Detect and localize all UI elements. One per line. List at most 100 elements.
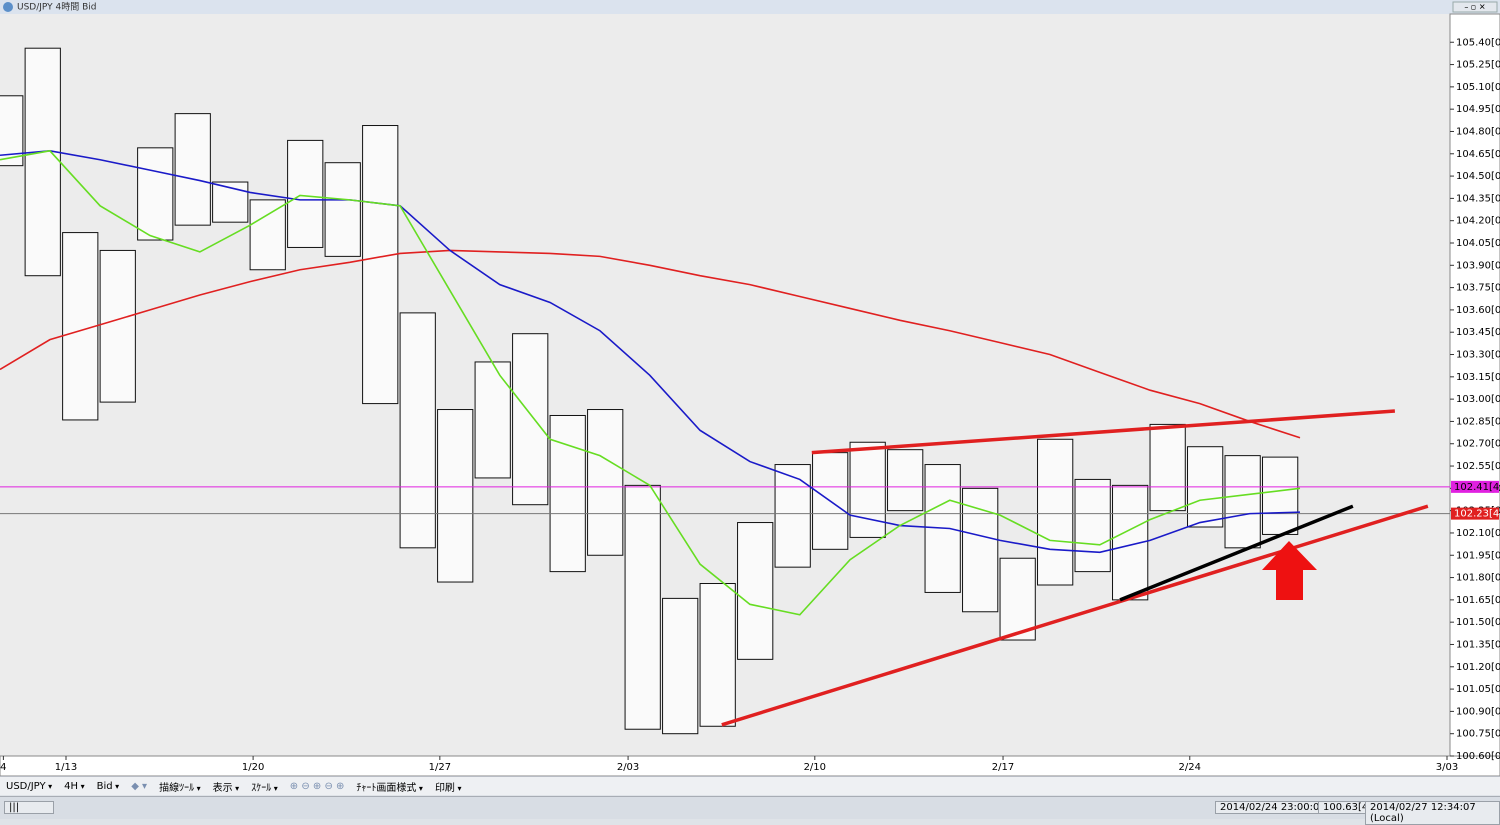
day-range	[137, 147, 174, 241]
y-tick-label: 104.35[0]	[1456, 193, 1500, 204]
y-tick-label: 101.65[0]	[1456, 595, 1500, 606]
status-local: 2014/02/27 12:34:07 (Local)	[1365, 801, 1500, 825]
trend-line	[811, 409, 1396, 455]
day-range	[62, 232, 99, 421]
day-range	[774, 464, 811, 568]
x-tick-label: 2/03	[617, 762, 639, 773]
price-tag	[1451, 480, 1499, 493]
window-buttons[interactable]: – ▫ ✕	[1452, 1, 1498, 13]
y-tick-label: 100.75[0]	[1456, 729, 1500, 740]
day-range	[549, 414, 586, 573]
y-tick-label: 104.80[0]	[1456, 126, 1500, 137]
day-range	[174, 113, 211, 226]
day-range	[24, 47, 61, 277]
day-range	[1037, 438, 1074, 586]
toolbar-icons[interactable]: ◆ ▾	[131, 780, 148, 792]
moving-average	[0, 149, 1301, 616]
toolbar-menu[interactable]: Bid	[91, 781, 126, 792]
day-range	[437, 409, 474, 583]
y-tick-label: 101.50[0]	[1456, 617, 1500, 628]
title-bar	[0, 0, 1500, 14]
day-range	[1224, 455, 1261, 549]
day-range	[1262, 456, 1299, 535]
y-tick-label: 105.40[0]	[1456, 37, 1500, 48]
day-range	[512, 333, 549, 506]
y-tick-label: 102.55[0]	[1456, 461, 1500, 472]
status-bar: ||| 2014/02/24 23:00:00 100.63[4] 2014/0…	[0, 796, 1500, 825]
x-tick-label: 2/24	[1179, 762, 1201, 773]
y-tick-label: 103.45[0]	[1456, 327, 1500, 338]
y-tick-label: 100.90[0]	[1456, 706, 1500, 717]
price-axis	[1449, 13, 1500, 757]
toolbar-menu[interactable]: 4H	[58, 781, 90, 792]
day-range	[324, 162, 361, 257]
day-range	[887, 449, 924, 512]
day-range	[249, 199, 286, 271]
y-tick-label: 105.10[0]	[1456, 82, 1500, 93]
y-tick-label: 104.50[0]	[1456, 171, 1500, 182]
day-range	[662, 597, 699, 735]
day-range	[1074, 478, 1111, 573]
x-tick-label: 1/27	[429, 762, 451, 773]
price-tag-label: 102.23[4	[1454, 509, 1499, 520]
y-tick-label: 104.95[0]	[1456, 104, 1500, 115]
day-range	[1149, 423, 1186, 512]
day-range	[624, 484, 661, 730]
toolbar-menu[interactable]: USD/JPY	[0, 781, 58, 792]
y-tick-label: 105.25[0]	[1456, 60, 1500, 71]
red-arrow	[1262, 541, 1317, 600]
scroll-control[interactable]: |||	[4, 801, 54, 814]
y-tick-label: 101.80[0]	[1456, 573, 1500, 584]
y-tick-label: 103.00[0]	[1456, 394, 1500, 405]
status-time: 2014/02/24 23:00:00	[1215, 801, 1331, 814]
x-tick-label: 2/17	[992, 762, 1014, 773]
y-tick-label: 101.05[0]	[1456, 684, 1500, 695]
trend-line	[1119, 504, 1354, 602]
toolbar-menu[interactable]: 表示	[207, 779, 246, 794]
x-tick-label: 3/03	[1436, 762, 1458, 773]
day-range	[0, 95, 24, 167]
y-tick-label: 103.30[0]	[1456, 350, 1500, 361]
toolbar-menu[interactable]: 描線ﾂｰﾙ	[153, 779, 207, 794]
time-axis	[0, 755, 1500, 776]
window-title: USD/JPY 4時間 Bid	[17, 2, 96, 13]
day-range	[999, 557, 1036, 641]
y-tick-label: 104.05[0]	[1456, 238, 1500, 249]
toolbar-menu[interactable]: ｽｹｰﾙ	[245, 779, 284, 794]
y-tick-label: 103.15[0]	[1456, 372, 1500, 383]
toolbar-icons[interactable]: ⊕ ⊖ ⊕ ⊖ ⊕	[289, 780, 345, 792]
day-range	[99, 249, 136, 403]
toolbar-menu[interactable]: ﾁｬｰﾄ画面様式	[350, 779, 429, 794]
day-range	[474, 361, 511, 479]
moving-average	[0, 149, 1301, 554]
day-range	[962, 487, 999, 613]
x-tick-label: 1/20	[242, 762, 264, 773]
status-price: 100.63[4]	[1318, 801, 1378, 814]
y-tick-label: 103.75[0]	[1456, 283, 1500, 294]
price-tag-label: 102.41[4	[1454, 482, 1499, 493]
day-range	[399, 312, 436, 549]
y-tick-label: 103.60[0]	[1456, 305, 1500, 316]
y-tick-label: 103.90[0]	[1456, 260, 1500, 271]
price-tag	[1451, 507, 1499, 520]
app-icon	[3, 2, 13, 12]
y-tick-label: 101.20[0]	[1456, 662, 1500, 673]
day-range	[212, 181, 249, 223]
x-tick-label: 1/13	[55, 762, 77, 773]
y-tick-label: 102.85[0]	[1456, 416, 1500, 427]
trend-line	[721, 504, 1429, 727]
y-tick-label: 102.70[0]	[1456, 439, 1500, 450]
day-range	[587, 409, 624, 556]
svg-text:– ▫ ✕: – ▫ ✕	[1464, 3, 1485, 12]
day-range	[362, 125, 399, 405]
y-tick-label: 104.20[0]	[1456, 216, 1500, 227]
toolbar: USD/JPY4HBid ◆ ▾ 描線ﾂｰﾙ表示ｽｹｰﾙ ⊕ ⊖ ⊕ ⊖ ⊕ ﾁｬｰﾄ画…	[0, 776, 1500, 795]
y-tick-label: 101.35[0]	[1456, 639, 1500, 650]
chart-window: USD/JPY 4時間 Bid – ▫ ✕ 105.40[0] 105.25[0]…	[0, 0, 1500, 776]
day-range	[699, 583, 736, 727]
day-range	[737, 522, 774, 660]
y-tick-label: 102.10[0]	[1456, 528, 1500, 539]
y-tick-label: 101.95[0]	[1456, 550, 1500, 561]
toolbar-menu[interactable]: 印刷	[429, 779, 468, 794]
